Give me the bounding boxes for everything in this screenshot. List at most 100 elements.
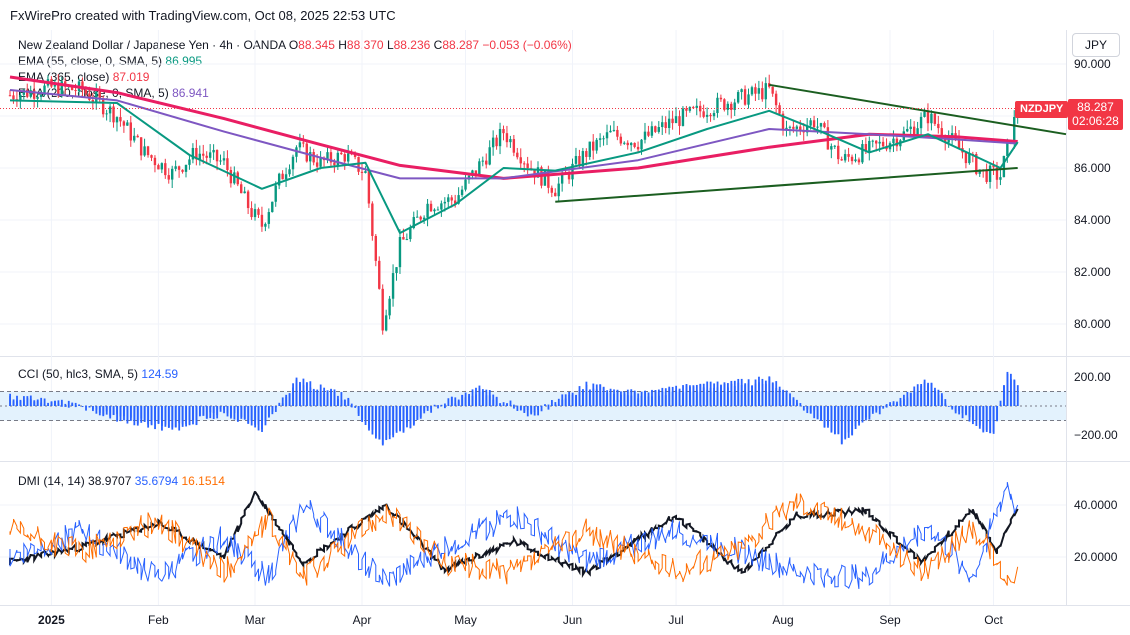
candle-body [188,159,191,165]
candle-body [136,135,139,138]
cci-bar [67,406,70,408]
cci-bar [865,406,867,418]
cci-bar [792,397,795,406]
candle-body [833,145,836,147]
candle-body [629,142,633,146]
cci-bar [361,406,363,422]
cci-bar [937,394,940,406]
candle-body [226,158,229,170]
candle-body [329,152,333,163]
candle-body [926,111,930,124]
candle-body [912,126,916,135]
candle-body [143,146,146,156]
high-label: H [338,38,347,52]
cci-bar [16,395,18,406]
candle-body [750,87,754,95]
cci-bar [858,406,860,424]
cci-bar [723,382,726,406]
candle-body [384,315,388,331]
candle-body [474,170,478,175]
cci-bar [116,406,118,422]
cci-bar [854,406,857,429]
cci-bar [1009,379,1012,406]
cci-bar [154,406,156,430]
cci-bar [751,385,753,406]
cci-bar [733,386,736,406]
cci-bar [626,389,629,406]
cci-bar [488,395,491,406]
cci-bar [564,394,567,406]
cci-bar [996,406,998,421]
cci-bar [785,392,788,406]
time-axis-label: Jun [563,613,582,627]
cci-bar [551,400,553,406]
candle-body [343,154,346,162]
cci-bar [930,383,933,406]
cci-bar [695,384,698,406]
candle-body [8,95,12,97]
cci-bar [402,406,405,432]
dmi-legend[interactable]: DMI (14, 14) 38.9707 35.6794 16.1514 [18,474,225,488]
candle-body [509,139,512,143]
candle-body [940,128,943,137]
cci-bar [219,406,222,410]
currency-button[interactable]: JPY [1072,33,1120,57]
candle-body [447,197,450,202]
candle-body [992,165,995,168]
plus-di-value: 35.6794 [134,474,179,488]
candle-body [250,208,253,218]
last-price-value: 88.287 [1077,100,1114,114]
cci-bar [254,406,257,428]
cci-bar [602,386,605,406]
cci-bar [278,402,281,406]
candle-body [29,90,32,97]
cci-bar [871,406,874,412]
cci-bar [609,392,612,406]
cci-bar [920,383,923,406]
time-axis-label: Oct [984,613,1003,627]
candle-body [923,111,926,117]
dmi-axis-label: 40.0000 [1074,498,1118,512]
candle-body [633,142,636,147]
cci-bar [337,395,339,406]
cci-bar [499,403,502,406]
candle-body [264,223,267,227]
cci-bar [585,384,588,406]
symbol-title[interactable]: New Zealand Dollar / Japanese Yen · 4h ·… [18,38,286,52]
candle-body [133,135,136,141]
cci-bar [651,396,653,406]
cci-bar [109,406,112,419]
cci-bar [830,406,833,432]
cci-bar [954,406,957,412]
cci-bar [820,406,822,421]
cci-bar [823,406,826,428]
cci-bar [771,382,774,406]
cci-bar [689,387,691,406]
candle-body [74,90,77,92]
candle-body [460,189,464,196]
candle-body [219,160,222,162]
cci-bar [323,393,326,406]
candle-body [416,216,419,218]
candle-body [526,163,529,169]
candle-body [184,164,188,172]
cci-bar [475,387,477,406]
candle-body [512,139,516,153]
cci-bar [575,395,577,406]
cci-legend[interactable]: CCI (50, hlc3, SMA, 5) 124.59 [18,367,178,381]
cci-bar [861,406,864,423]
cci-bar [181,406,184,425]
candle-body [36,96,39,99]
candle-body [906,128,909,132]
candle-body [305,143,308,162]
candle-body [754,87,757,94]
candle-body [381,288,384,331]
cci-bar [302,385,305,406]
candle-body [854,159,857,162]
cci-bar [316,390,319,406]
cci-bar [281,397,284,406]
cci-bar [105,406,108,412]
cci-axis-label: −200.00 [1074,428,1118,442]
cci-bar [444,406,446,409]
